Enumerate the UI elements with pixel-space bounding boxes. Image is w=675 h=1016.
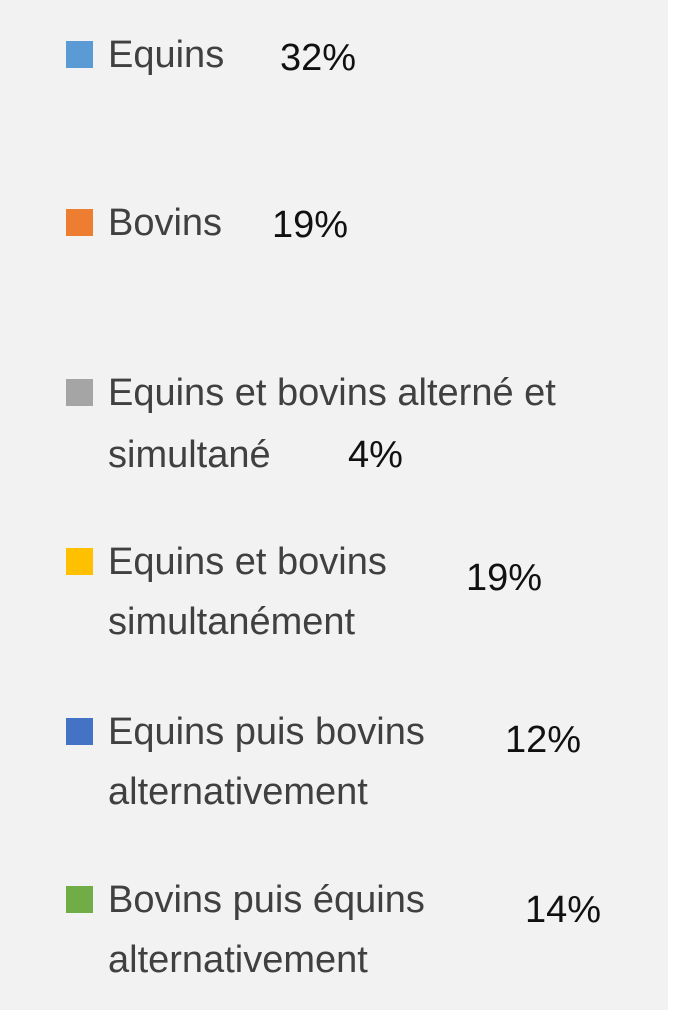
legend-label: Bovins puis équins	[108, 879, 425, 921]
legend-value: 19%	[466, 557, 543, 599]
legend-swatch	[66, 41, 93, 68]
legend-label: Equins et bovins	[108, 541, 387, 583]
legend-swatch	[66, 718, 93, 745]
legend-label: alternativement	[108, 939, 368, 981]
legend-swatch	[66, 209, 93, 236]
legend-label: Equins et bovins alterné et	[108, 372, 556, 414]
legend-label: Equins puis bovins	[108, 711, 425, 753]
legend-label: alternativement	[108, 771, 368, 813]
legend-label: simultanément	[108, 601, 356, 643]
legend-value: 4%	[348, 434, 403, 476]
legend-swatch	[66, 379, 93, 406]
legend-value: 14%	[525, 889, 602, 931]
legend-label: Equins	[108, 34, 225, 76]
legend-swatch	[66, 548, 93, 575]
legend-label: simultané	[108, 434, 271, 476]
legend-swatch	[66, 886, 93, 913]
legend-value: 19%	[272, 204, 349, 246]
legend-label: Bovins	[108, 202, 223, 244]
legend-value: 12%	[505, 719, 582, 761]
legend-value: 32%	[280, 37, 357, 79]
